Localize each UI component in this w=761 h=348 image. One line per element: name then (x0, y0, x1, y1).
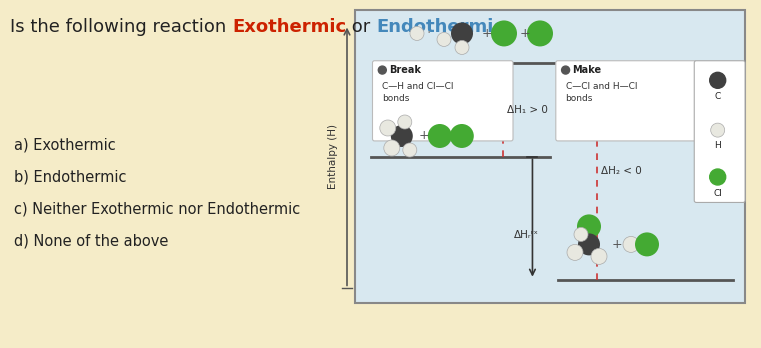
Text: Is the following reaction: Is the following reaction (10, 18, 232, 36)
Circle shape (455, 40, 469, 54)
Circle shape (378, 66, 387, 74)
Circle shape (711, 123, 724, 137)
Circle shape (710, 169, 726, 185)
Text: a) Exothermic: a) Exothermic (14, 138, 116, 153)
Circle shape (623, 236, 639, 252)
Text: H: H (715, 141, 721, 150)
Circle shape (428, 124, 452, 148)
FancyBboxPatch shape (556, 61, 696, 141)
Text: Enthalpy (H): Enthalpy (H) (328, 124, 338, 189)
FancyBboxPatch shape (694, 61, 745, 203)
Circle shape (577, 214, 601, 238)
Text: or: or (346, 18, 376, 36)
Circle shape (574, 227, 588, 242)
Circle shape (437, 32, 451, 46)
Circle shape (527, 21, 553, 46)
Text: Make: Make (572, 65, 602, 75)
Text: +: + (612, 238, 622, 251)
Text: ·: · (427, 26, 431, 40)
Text: c) Neither Exothermic nor Endothermic: c) Neither Exothermic nor Endothermic (14, 202, 301, 217)
Text: Exothermic: Exothermic (232, 18, 346, 36)
Text: C—Cl and H—Cl
bonds: C—Cl and H—Cl bonds (565, 82, 637, 103)
Circle shape (591, 248, 607, 264)
Circle shape (710, 72, 726, 88)
Circle shape (391, 125, 412, 147)
Circle shape (451, 22, 473, 45)
Circle shape (567, 244, 583, 260)
Text: Break: Break (390, 65, 422, 75)
Text: d) None of the above: d) None of the above (14, 234, 168, 249)
Circle shape (410, 26, 424, 40)
Text: Cl: Cl (713, 189, 722, 198)
Text: C—H and Cl—Cl
bonds: C—H and Cl—Cl bonds (382, 82, 454, 103)
Text: +: + (482, 27, 492, 40)
Text: C: C (715, 92, 721, 101)
Circle shape (380, 120, 396, 136)
Circle shape (384, 140, 400, 156)
FancyBboxPatch shape (355, 10, 745, 303)
Circle shape (562, 66, 569, 74)
Text: ΔHᵣʳˣ: ΔHᵣʳˣ (514, 230, 539, 240)
FancyBboxPatch shape (372, 61, 513, 141)
Text: ΔH₂ < 0: ΔH₂ < 0 (600, 166, 642, 176)
Text: ΔH₁ > 0: ΔH₁ > 0 (507, 105, 548, 114)
Text: Endothermic: Endothermic (376, 18, 504, 36)
Circle shape (398, 115, 412, 129)
Text: b) Endothermic: b) Endothermic (14, 170, 126, 185)
Text: +: + (419, 129, 429, 142)
Circle shape (491, 21, 517, 46)
Text: +: + (520, 27, 530, 40)
Circle shape (450, 124, 474, 148)
Circle shape (578, 234, 600, 255)
Circle shape (635, 232, 659, 256)
Circle shape (403, 143, 417, 157)
